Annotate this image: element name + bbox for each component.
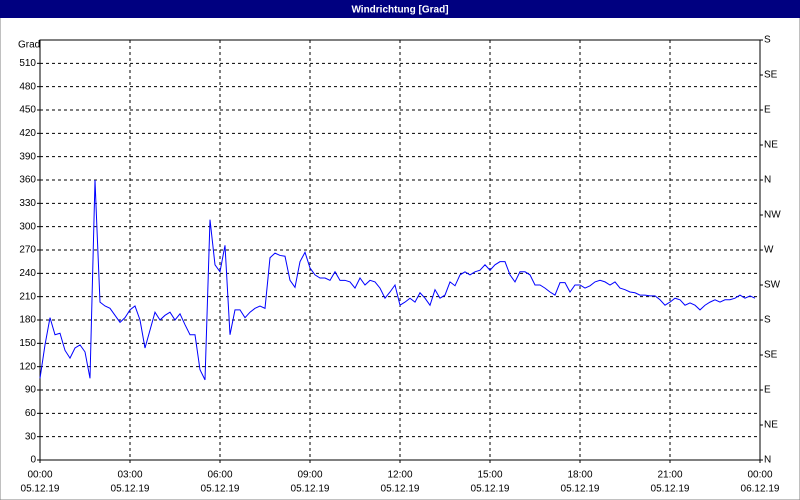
y2-tick-label: NW [764, 210, 781, 221]
x-tick-date: 05.12.19 [381, 484, 420, 495]
y-tick-label: 510 [19, 58, 36, 69]
x-tick-date: 05.12.19 [291, 484, 330, 495]
y-tick-label: 300 [19, 221, 36, 232]
y2-tick-label: N [764, 455, 771, 466]
title-bar [0, 0, 800, 18]
x-tick-date: 06.12.19 [741, 484, 780, 495]
y-tick-label: 390 [19, 151, 36, 162]
y-tick-label: 240 [19, 268, 36, 279]
data-line [39, 179, 756, 381]
y2-tick-label: SW [764, 280, 781, 291]
y-tick-label: 270 [19, 245, 36, 256]
y-tick-label: 480 [19, 81, 36, 92]
x-tick-label: 21:00 [657, 470, 682, 481]
plot-border [39, 39, 761, 461]
y-tick-label: 210 [19, 291, 36, 302]
x-tick-date: 05.12.19 [21, 484, 60, 495]
chart-title: Windrichtung [Grad] [351, 5, 448, 16]
y2-tick-label: SE [764, 70, 778, 81]
y2-tick-label: SE [764, 350, 778, 361]
y-axis-label: Grad [18, 40, 40, 51]
y2-tick-label: W [764, 245, 774, 256]
x-tick-label: 03:00 [117, 470, 142, 481]
x-tick-date: 05.12.19 [471, 484, 510, 495]
y-tick-label: 450 [19, 105, 36, 116]
y-tick-label: 0 [30, 455, 36, 466]
y-tick-label: 330 [19, 198, 36, 209]
y-tick-label: 360 [19, 175, 36, 186]
y-tick-label: 180 [19, 315, 36, 326]
x-tick-label: 00:00 [747, 470, 772, 481]
y-tick-label: 120 [19, 361, 36, 372]
y2-tick-label: NE [764, 420, 778, 431]
y2-tick-label: NE [764, 140, 778, 151]
x-tick-label: 18:00 [567, 470, 592, 481]
y2-tick-label: N [764, 175, 771, 186]
y2-tick-label: E [764, 105, 771, 116]
y-tick-label: 90 [25, 385, 37, 396]
x-tick-date: 05.12.19 [201, 484, 240, 495]
y2-tick-label: S [764, 315, 771, 326]
y2-tick-label: E [764, 385, 771, 396]
y-tick-label: 150 [19, 338, 36, 349]
y-tick-label: 60 [25, 408, 37, 419]
x-tick-label: 12:00 [387, 470, 412, 481]
y-tick-label: 420 [19, 128, 36, 139]
x-tick-date: 05.12.19 [111, 484, 150, 495]
x-tick-label: 09:00 [297, 470, 322, 481]
y-tick-label: 30 [25, 431, 37, 442]
y2-tick-label: S [764, 35, 771, 46]
x-tick-date: 05.12.19 [561, 484, 600, 495]
x-tick-label: 15:00 [477, 470, 502, 481]
x-tick-label: 00:00 [27, 470, 52, 481]
x-tick-date: 05.12.19 [651, 484, 690, 495]
x-tick-label: 06:00 [207, 470, 232, 481]
